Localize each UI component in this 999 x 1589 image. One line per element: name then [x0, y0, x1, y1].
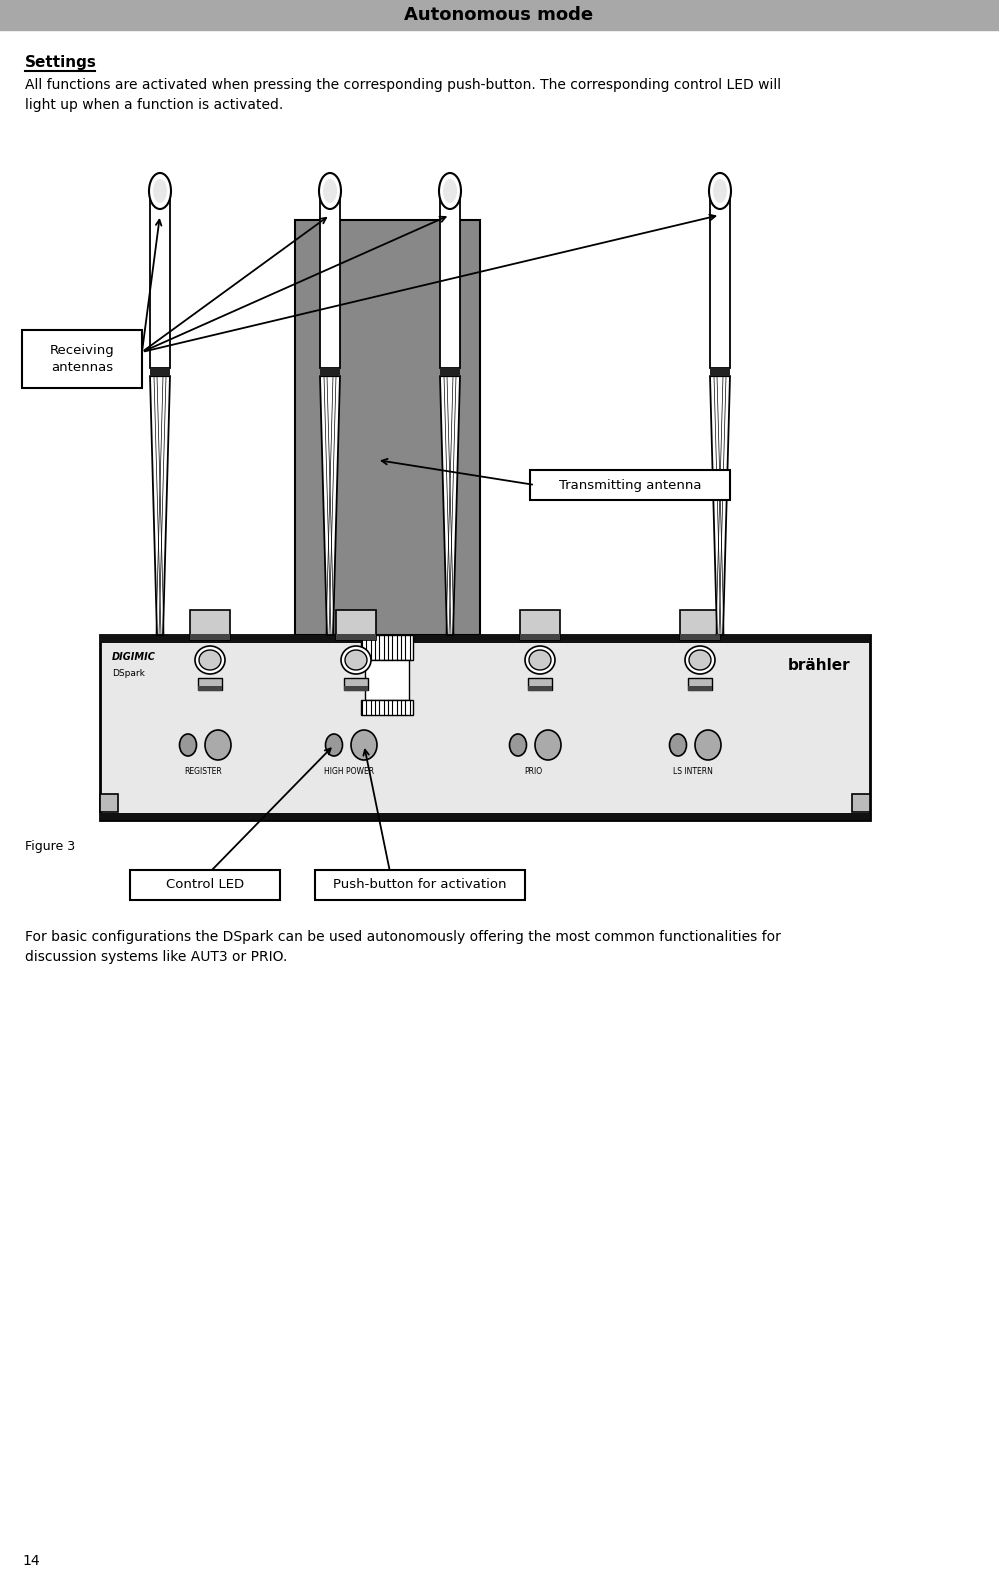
Polygon shape	[440, 377, 460, 636]
Ellipse shape	[709, 173, 731, 210]
Ellipse shape	[345, 650, 367, 671]
Bar	[336, 634, 376, 640]
Polygon shape	[710, 377, 730, 636]
Text: REGISTER: REGISTER	[184, 767, 222, 775]
Bar	[852, 794, 870, 812]
Ellipse shape	[439, 173, 461, 210]
Ellipse shape	[341, 647, 371, 674]
Ellipse shape	[195, 647, 225, 674]
Bar	[361, 636, 413, 659]
Ellipse shape	[323, 180, 337, 203]
Bar	[528, 679, 552, 690]
Bar	[688, 686, 712, 691]
Bar	[295, 219, 480, 636]
Ellipse shape	[689, 650, 711, 671]
Text: DSpark: DSpark	[112, 669, 145, 677]
Bar	[100, 814, 870, 820]
Ellipse shape	[669, 734, 686, 756]
Ellipse shape	[529, 650, 551, 671]
Text: HIGH POWER: HIGH POWER	[324, 767, 374, 775]
Bar	[320, 369, 340, 377]
Bar	[440, 369, 460, 377]
Text: 14: 14	[22, 1554, 40, 1568]
Bar	[150, 369, 170, 377]
Bar	[361, 701, 413, 715]
Bar	[336, 610, 376, 640]
Text: All functions are activated when pressing the corresponding push-button. The cor: All functions are activated when pressin…	[25, 78, 781, 113]
Ellipse shape	[149, 173, 171, 210]
Bar	[440, 191, 460, 369]
Ellipse shape	[326, 734, 343, 756]
Text: For basic configurations the DSpark can be used autonomously offering the most c: For basic configurations the DSpark can …	[25, 930, 781, 965]
Ellipse shape	[535, 729, 561, 760]
Bar	[710, 369, 730, 377]
Bar	[190, 610, 230, 640]
Ellipse shape	[180, 734, 197, 756]
Bar	[365, 659, 409, 701]
Ellipse shape	[509, 734, 526, 756]
Bar	[0, 0, 999, 30]
Text: Receiving
antennas: Receiving antennas	[50, 343, 114, 373]
Bar	[320, 191, 340, 369]
Bar	[198, 686, 222, 691]
Ellipse shape	[443, 180, 457, 203]
Bar	[530, 470, 730, 501]
Bar	[22, 331, 142, 388]
Ellipse shape	[205, 729, 231, 760]
Bar	[344, 686, 368, 691]
Bar	[100, 794, 118, 812]
Text: Settings: Settings	[25, 56, 97, 70]
Text: LS INTERN: LS INTERN	[673, 767, 713, 775]
Bar	[150, 191, 170, 369]
Text: DIGIMIC: DIGIMIC	[112, 651, 156, 663]
Ellipse shape	[713, 180, 727, 203]
Text: brähler: brähler	[787, 658, 850, 672]
Text: Push-button for activation: Push-button for activation	[334, 879, 506, 891]
Bar	[688, 679, 712, 690]
Text: Autonomous mode: Autonomous mode	[405, 6, 593, 24]
Bar	[130, 871, 280, 899]
Bar	[710, 191, 730, 369]
Ellipse shape	[351, 729, 377, 760]
Bar	[315, 871, 525, 899]
Ellipse shape	[153, 180, 167, 203]
Text: PRIO: PRIO	[523, 767, 542, 775]
Text: Figure 3: Figure 3	[25, 841, 75, 853]
Bar	[190, 634, 230, 640]
Bar	[100, 636, 870, 820]
Bar	[680, 610, 720, 640]
Bar	[344, 679, 368, 690]
Text: Transmitting antenna: Transmitting antenna	[558, 478, 701, 491]
Ellipse shape	[199, 650, 221, 671]
Bar	[100, 636, 870, 644]
Text: Control LED: Control LED	[166, 879, 244, 891]
Bar	[198, 679, 222, 690]
Ellipse shape	[319, 173, 341, 210]
Polygon shape	[320, 377, 340, 636]
Bar	[680, 634, 720, 640]
Bar	[528, 686, 552, 691]
Polygon shape	[150, 377, 170, 636]
Ellipse shape	[525, 647, 555, 674]
Bar	[520, 634, 560, 640]
Ellipse shape	[685, 647, 715, 674]
Bar	[520, 610, 560, 640]
Ellipse shape	[695, 729, 721, 760]
